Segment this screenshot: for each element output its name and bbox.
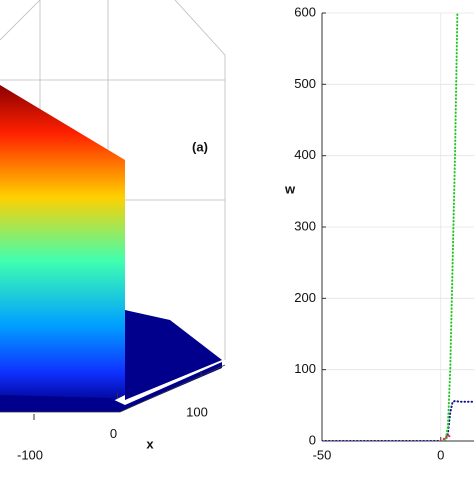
y-tick-label: 500 <box>294 76 316 91</box>
x-tick-label: 0 <box>110 426 117 441</box>
surface-floor <box>125 310 222 400</box>
y-tick-label: 200 <box>294 290 316 305</box>
y-axis-label: w <box>284 181 296 196</box>
series-line <box>322 400 474 441</box>
series-line <box>439 434 452 441</box>
surface-wall <box>0 85 125 405</box>
annotation: (a) <box>192 139 208 154</box>
series-line <box>439 13 459 441</box>
x-tick-label: -100 <box>17 447 43 462</box>
x-tick-label: 100 <box>186 404 208 419</box>
box-edge <box>0 0 41 41</box>
series-group <box>322 13 474 441</box>
y-tick-label: 100 <box>294 361 316 376</box>
y-tick-label: 0 <box>309 432 316 447</box>
line-panel: w <box>284 181 296 196</box>
y-tick-label: 400 <box>294 147 316 162</box>
y-tick-label: 600 <box>294 4 316 19</box>
x-tick-label: 0 <box>437 447 444 462</box>
axis-3d <box>119 364 226 413</box>
x-axis-label: x <box>146 436 154 451</box>
y-tick-label: 300 <box>294 218 316 233</box>
x-tick-label: -50 <box>313 447 332 462</box>
surface-floor <box>0 362 222 412</box>
box-edge <box>174 0 226 360</box>
surface-panel: (a) x <box>0 0 226 451</box>
